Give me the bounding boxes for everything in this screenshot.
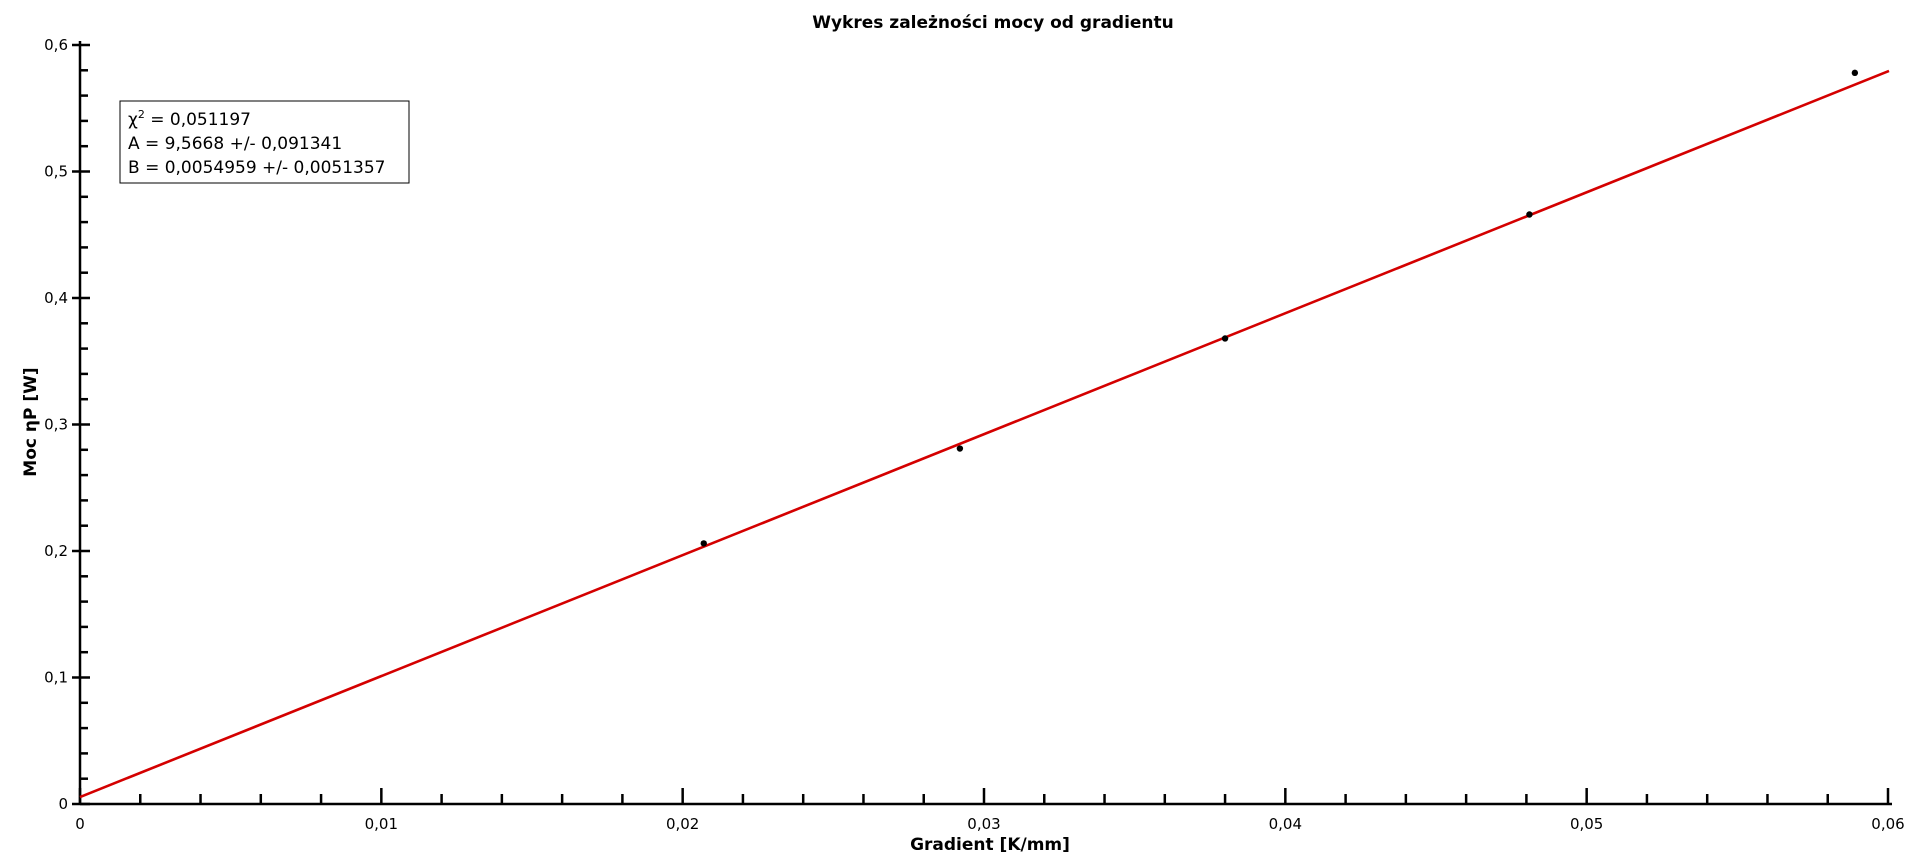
y-tick-label: 0,1 [44, 669, 68, 687]
y-tick-label: 0,2 [44, 542, 68, 560]
data-point [700, 540, 707, 547]
data-point [1526, 211, 1533, 218]
x-axis-label: Gradient [K/mm] [910, 835, 1070, 855]
y-axis-label: Moc ηP [W] [21, 367, 41, 476]
x-tick-label: 0,02 [666, 815, 699, 833]
legend-box [119, 100, 410, 184]
y-tick-label: 0,3 [44, 416, 68, 434]
data-point [1851, 69, 1859, 77]
x-tick-label: 0,06 [1871, 815, 1904, 833]
y-tick-label: 0 [58, 795, 68, 813]
legend: χ2 = 0,051197 A = 9,5668 +/- 0,091341 B … [119, 100, 410, 184]
data-points-series [700, 69, 1859, 547]
legend-chi-superscript: 2 [138, 108, 145, 121]
x-tick-label: 0,05 [1570, 815, 1603, 833]
axis-ticks [72, 43, 1890, 806]
y-tick-label: 0,5 [44, 163, 68, 181]
fit-line [79, 69, 1890, 799]
data-point [1221, 335, 1229, 342]
axis-tick-labels: 0 0,01 0,02 0,03 0,04 0,05 0,06 0 0,1 0,2 0,3 0,4 0,… [44, 36, 1905, 833]
data-point [956, 445, 964, 452]
legend-chi-value: = 0,051197 [145, 110, 251, 130]
x-tick-label: 0 [75, 815, 85, 833]
x-tick-label: 0,03 [967, 815, 1000, 833]
y-tick-label: 0,4 [44, 289, 68, 307]
x-tick-label: 0,01 [365, 815, 398, 833]
legend-chi-line: χ2 = 0,051197 [128, 108, 251, 130]
fit-line-series [79, 69, 1890, 799]
x-tick-label: 0,04 [1269, 815, 1302, 833]
legend-line-b: B = 0,0054959 +/- 0,0051357 [128, 158, 386, 178]
y-tick-label: 0,6 [44, 36, 68, 54]
chart-title: Wykres zależności mocy od gradientu [812, 13, 1174, 33]
legend-chi-symbol: χ [128, 110, 138, 130]
legend-line-a: A = 9,5668 +/- 0,091341 [128, 134, 342, 154]
